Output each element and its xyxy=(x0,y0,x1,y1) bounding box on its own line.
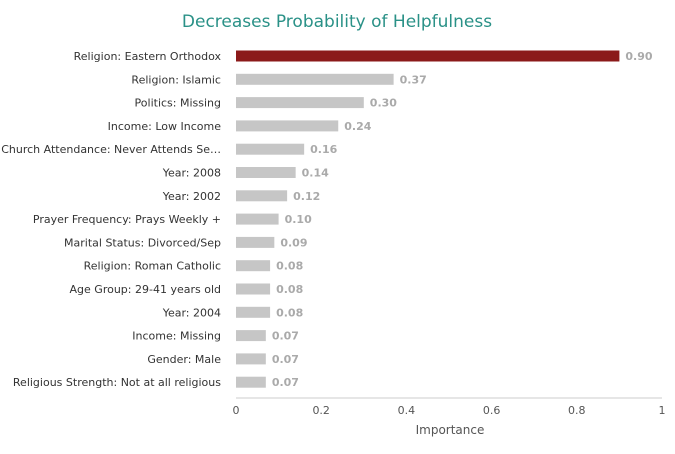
x-tick-label: 0.8 xyxy=(568,404,586,417)
x-tick-label: 0.6 xyxy=(483,404,501,417)
category-label: Gender: Male xyxy=(147,353,221,366)
category-label: Income: Missing xyxy=(132,330,221,343)
bar xyxy=(236,283,271,295)
category-label: Year: 2002 xyxy=(162,190,221,203)
category-labels-layer: Religion: Eastern Orthodox Religion: Isla… xyxy=(1,50,221,389)
value-label: 0.07 xyxy=(272,376,299,389)
category-label: Church Attendance: Never Attends Se… xyxy=(1,143,221,156)
value-label: 0.07 xyxy=(272,330,299,343)
value-label: 0.37 xyxy=(400,73,427,86)
value-label: 0.30 xyxy=(370,97,397,110)
category-label: Marital Status: Divorced/Sep xyxy=(64,236,221,249)
category-label: Religion: Eastern Orthodox xyxy=(74,50,222,63)
bar xyxy=(236,376,266,388)
category-label: Prayer Frequency: Prays Weekly + xyxy=(33,213,221,226)
bar xyxy=(236,97,364,109)
x-tick-label: 1 xyxy=(659,404,666,417)
bar xyxy=(236,236,275,248)
bar xyxy=(236,50,620,62)
value-label: 0.08 xyxy=(276,306,303,319)
value-label: 0.08 xyxy=(276,283,303,296)
category-label: Religion: Roman Catholic xyxy=(84,260,221,273)
value-label: 0.10 xyxy=(285,213,312,226)
bar xyxy=(236,73,394,85)
bar xyxy=(236,213,279,225)
bars-layer xyxy=(236,50,620,388)
bar xyxy=(236,120,339,132)
value-label: 0.16 xyxy=(310,143,337,156)
bar xyxy=(236,260,271,272)
value-labels-layer: 0.90 0.370.30 0.24 0.16 0.14 0.12 0.10 0.09 0.08… xyxy=(272,50,653,389)
x-tick-label: 0 xyxy=(233,404,240,417)
value-label: 0.24 xyxy=(344,120,371,133)
bar xyxy=(236,306,271,318)
category-label: Politics: Missing xyxy=(135,97,221,110)
category-label: Religion: Islamic xyxy=(131,73,221,86)
bar xyxy=(236,190,288,202)
x-axis-ticks: 0 0.2 0.4 0.6 0.8 1 xyxy=(233,404,666,417)
x-tick-label: 0.4 xyxy=(398,404,416,417)
x-axis-label: Importance xyxy=(416,423,485,437)
value-label: 0.09 xyxy=(280,236,307,249)
x-tick-label: 0.2 xyxy=(312,404,330,417)
category-label: Year: 2004 xyxy=(162,306,221,319)
bar xyxy=(236,330,266,342)
value-label: 0.12 xyxy=(293,190,320,203)
chart-title: Decreases Probability of Helpfulness xyxy=(182,12,492,32)
bar xyxy=(236,353,266,365)
value-label: 0.90 xyxy=(625,50,652,63)
value-label: 0.14 xyxy=(302,167,329,180)
category-label: Religious Strength: Not at all religious xyxy=(13,376,221,389)
bar xyxy=(236,143,305,155)
value-label: 0.08 xyxy=(276,260,303,273)
category-label: Income: Low Income xyxy=(108,120,222,133)
value-label: 0.07 xyxy=(272,353,299,366)
category-label: Year: 2008 xyxy=(162,167,221,180)
bar xyxy=(236,167,296,178)
category-label: Age Group: 29-41 years old xyxy=(70,283,221,296)
